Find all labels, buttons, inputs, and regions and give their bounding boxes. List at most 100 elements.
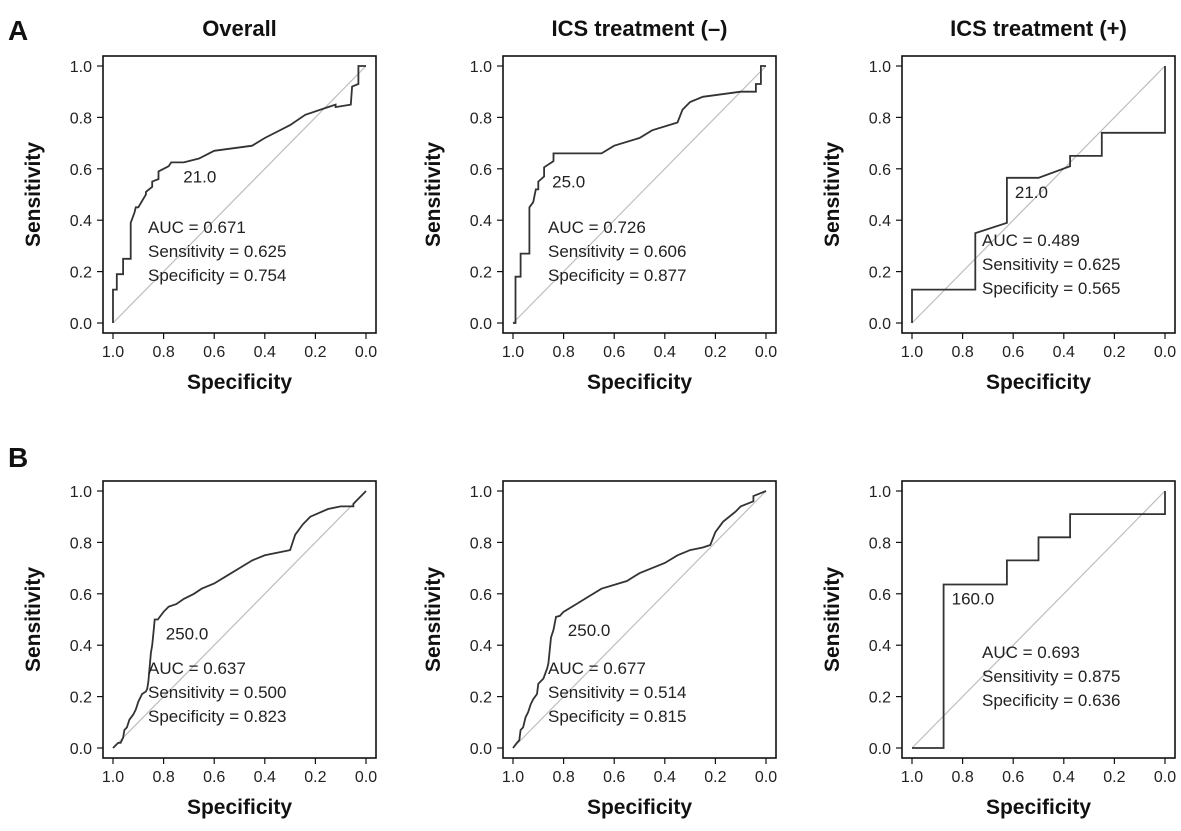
panel-1-ytick-label: 0.8	[70, 110, 92, 127]
panel-2-ytick-label: 0.2	[470, 265, 492, 282]
panel-1-ytick-label: 0.2	[70, 265, 92, 282]
panel-5-ytick-label: 1.0	[470, 484, 492, 501]
panel-3-xtick-label: 0.6	[1002, 344, 1024, 361]
panel-2-xtick-label: 0.6	[603, 344, 625, 361]
panel-5-ytick-label: 0.8	[470, 535, 492, 552]
panel-4-ytick-label: 0.8	[70, 535, 92, 552]
panel-4-auc-label: AUC = 0.637	[148, 659, 246, 678]
panel-2-ytick-label: 1.0	[470, 59, 492, 76]
panel-1-auc-label: AUC = 0.671	[148, 218, 246, 237]
panel-2-reference-diagonal	[512, 65, 767, 324]
panel-6-xtick-label: 0.6	[1002, 769, 1024, 786]
panel-1-xtick-label: 0.2	[304, 344, 326, 361]
panel-5-ytick-label: 0.4	[470, 638, 492, 655]
panel-4-ytick-label: 0.4	[70, 638, 92, 655]
panel-2-sensitivity-label: Sensitivity = 0.606	[548, 242, 686, 261]
panel-1-ytick-label: 1.0	[70, 59, 92, 76]
panel-1-ytick-label: 0.4	[70, 213, 92, 230]
panel-4-xtick-label: 0.0	[355, 769, 377, 786]
panel-4-ytick-label: 0.2	[70, 690, 92, 707]
panel-3-ytick-label: 0.8	[869, 110, 891, 127]
panel-2-ytick-label: 0.6	[470, 162, 492, 179]
panel-1-xtick-label: 1.0	[102, 344, 124, 361]
panel-3-ytick-label: 1.0	[869, 59, 891, 76]
panel-6-reference-diagonal	[911, 490, 1166, 749]
panel-3-threshold-label: 21.0	[1015, 183, 1048, 202]
panel-1-ytick-label: 0.6	[70, 162, 92, 179]
panel-6-ytick-label: 1.0	[869, 484, 891, 501]
panel-6-ylabel: Sensitivity	[821, 567, 844, 672]
panel-2-xtick-label: 1.0	[502, 344, 524, 361]
panel-4-ytick-label: 0.6	[70, 587, 92, 604]
panel-4-xlabel: Specificity	[187, 796, 292, 819]
panel-1-xtick-label: 0.0	[355, 344, 377, 361]
panel-1-threshold-label: 21.0	[183, 167, 216, 186]
panel-1-ytick-label: 0.0	[70, 316, 92, 333]
panel-6-auc-label: AUC = 0.693	[982, 643, 1080, 662]
panel-4-xtick-label: 0.8	[152, 769, 174, 786]
panel-3-sensitivity-label: Sensitivity = 0.625	[982, 255, 1120, 274]
panel-3-xtick-label: 0.4	[1053, 344, 1075, 361]
panel-3-xtick-label: 0.8	[951, 344, 973, 361]
panel-5-auc-label: AUC = 0.677	[548, 659, 646, 678]
panel-2-ylabel: Sensitivity	[422, 142, 445, 247]
panel-5-threshold-label: 250.0	[568, 621, 611, 640]
panel-1-title: Overall	[202, 16, 277, 41]
panel-1-roc-curve	[112, 65, 366, 323]
panel-4-xtick-label: 1.0	[102, 769, 124, 786]
panel-4-xtick-label: 0.2	[304, 769, 326, 786]
panel-5-xtick-label: 0.8	[552, 769, 574, 786]
panel-5-xtick-label: 1.0	[502, 769, 524, 786]
panel-4-ylabel: Sensitivity	[22, 567, 45, 672]
panel-2-xlabel: Specificity	[587, 371, 692, 394]
panel-1-ylabel: Sensitivity	[22, 142, 45, 247]
panel-6-ytick-label: 0.2	[869, 690, 891, 707]
panel-3-title: ICS treatment (+)	[950, 16, 1127, 41]
panel-4-sensitivity-label: Sensitivity = 0.500	[148, 683, 286, 702]
panel-6-xlabel: Specificity	[986, 796, 1091, 819]
panel-6-xtick-label: 0.2	[1103, 769, 1125, 786]
panel-2-xtick-label: 0.0	[755, 344, 777, 361]
panel-3-xtick-label: 1.0	[901, 344, 923, 361]
panel-2-xtick-label: 0.4	[654, 344, 676, 361]
panel-3-xtick-label: 0.2	[1103, 344, 1125, 361]
panel-1-specificity-label: Specificity = 0.754	[148, 266, 286, 285]
panel-6-xtick-label: 0.0	[1154, 769, 1176, 786]
panel-3-xtick-label: 0.0	[1154, 344, 1176, 361]
panel-6-ytick-label: 0.4	[869, 638, 891, 655]
panel-6-ytick-label: 0.0	[869, 741, 891, 758]
panel-6-roc-curve	[912, 491, 1166, 749]
panel-2-title: ICS treatment (–)	[551, 16, 727, 41]
panel-2-threshold-label: 25.0	[552, 172, 585, 191]
panel-3-reference-diagonal	[911, 65, 1166, 324]
panel-2-xtick-label: 0.2	[704, 344, 726, 361]
panel-5-xtick-label: 0.0	[755, 769, 777, 786]
panel-6-ytick-label: 0.6	[869, 587, 891, 604]
panel-3-roc-curve	[911, 66, 1166, 323]
panel-4-threshold-label: 250.0	[166, 625, 209, 644]
panel-5-specificity-label: Specificity = 0.815	[548, 707, 686, 726]
panel-6-ytick-label: 0.8	[869, 535, 891, 552]
panel-6-specificity-label: Specificity = 0.636	[982, 691, 1120, 710]
panel-4-reference-diagonal	[112, 490, 367, 749]
panel-5-xlabel: Specificity	[587, 796, 692, 819]
panel-6-sensitivity-label: Sensitivity = 0.875	[982, 667, 1120, 686]
panel-1-xtick-label: 0.4	[254, 344, 276, 361]
panel-3-ytick-label: 0.2	[869, 265, 891, 282]
panel-5-reference-diagonal	[512, 490, 767, 749]
panel-6-xtick-label: 1.0	[901, 769, 923, 786]
panel-2-ytick-label: 0.8	[470, 110, 492, 127]
panel-5-xtick-label: 0.4	[654, 769, 676, 786]
panel-5-sensitivity-label: Sensitivity = 0.514	[548, 683, 686, 702]
panel-4-ytick-label: 1.0	[70, 484, 92, 501]
panel-2-xtick-label: 0.8	[552, 344, 574, 361]
panel-3-auc-label: AUC = 0.489	[982, 231, 1080, 250]
panel-3-xlabel: Specificity	[986, 371, 1091, 394]
panel-3-ytick-label: 0.6	[869, 162, 891, 179]
panel-3-ylabel: Sensitivity	[821, 142, 844, 247]
panel-5-roc-curve	[512, 490, 767, 749]
panel-5-ytick-label: 0.2	[470, 690, 492, 707]
panel-2-auc-label: AUC = 0.726	[548, 218, 646, 237]
